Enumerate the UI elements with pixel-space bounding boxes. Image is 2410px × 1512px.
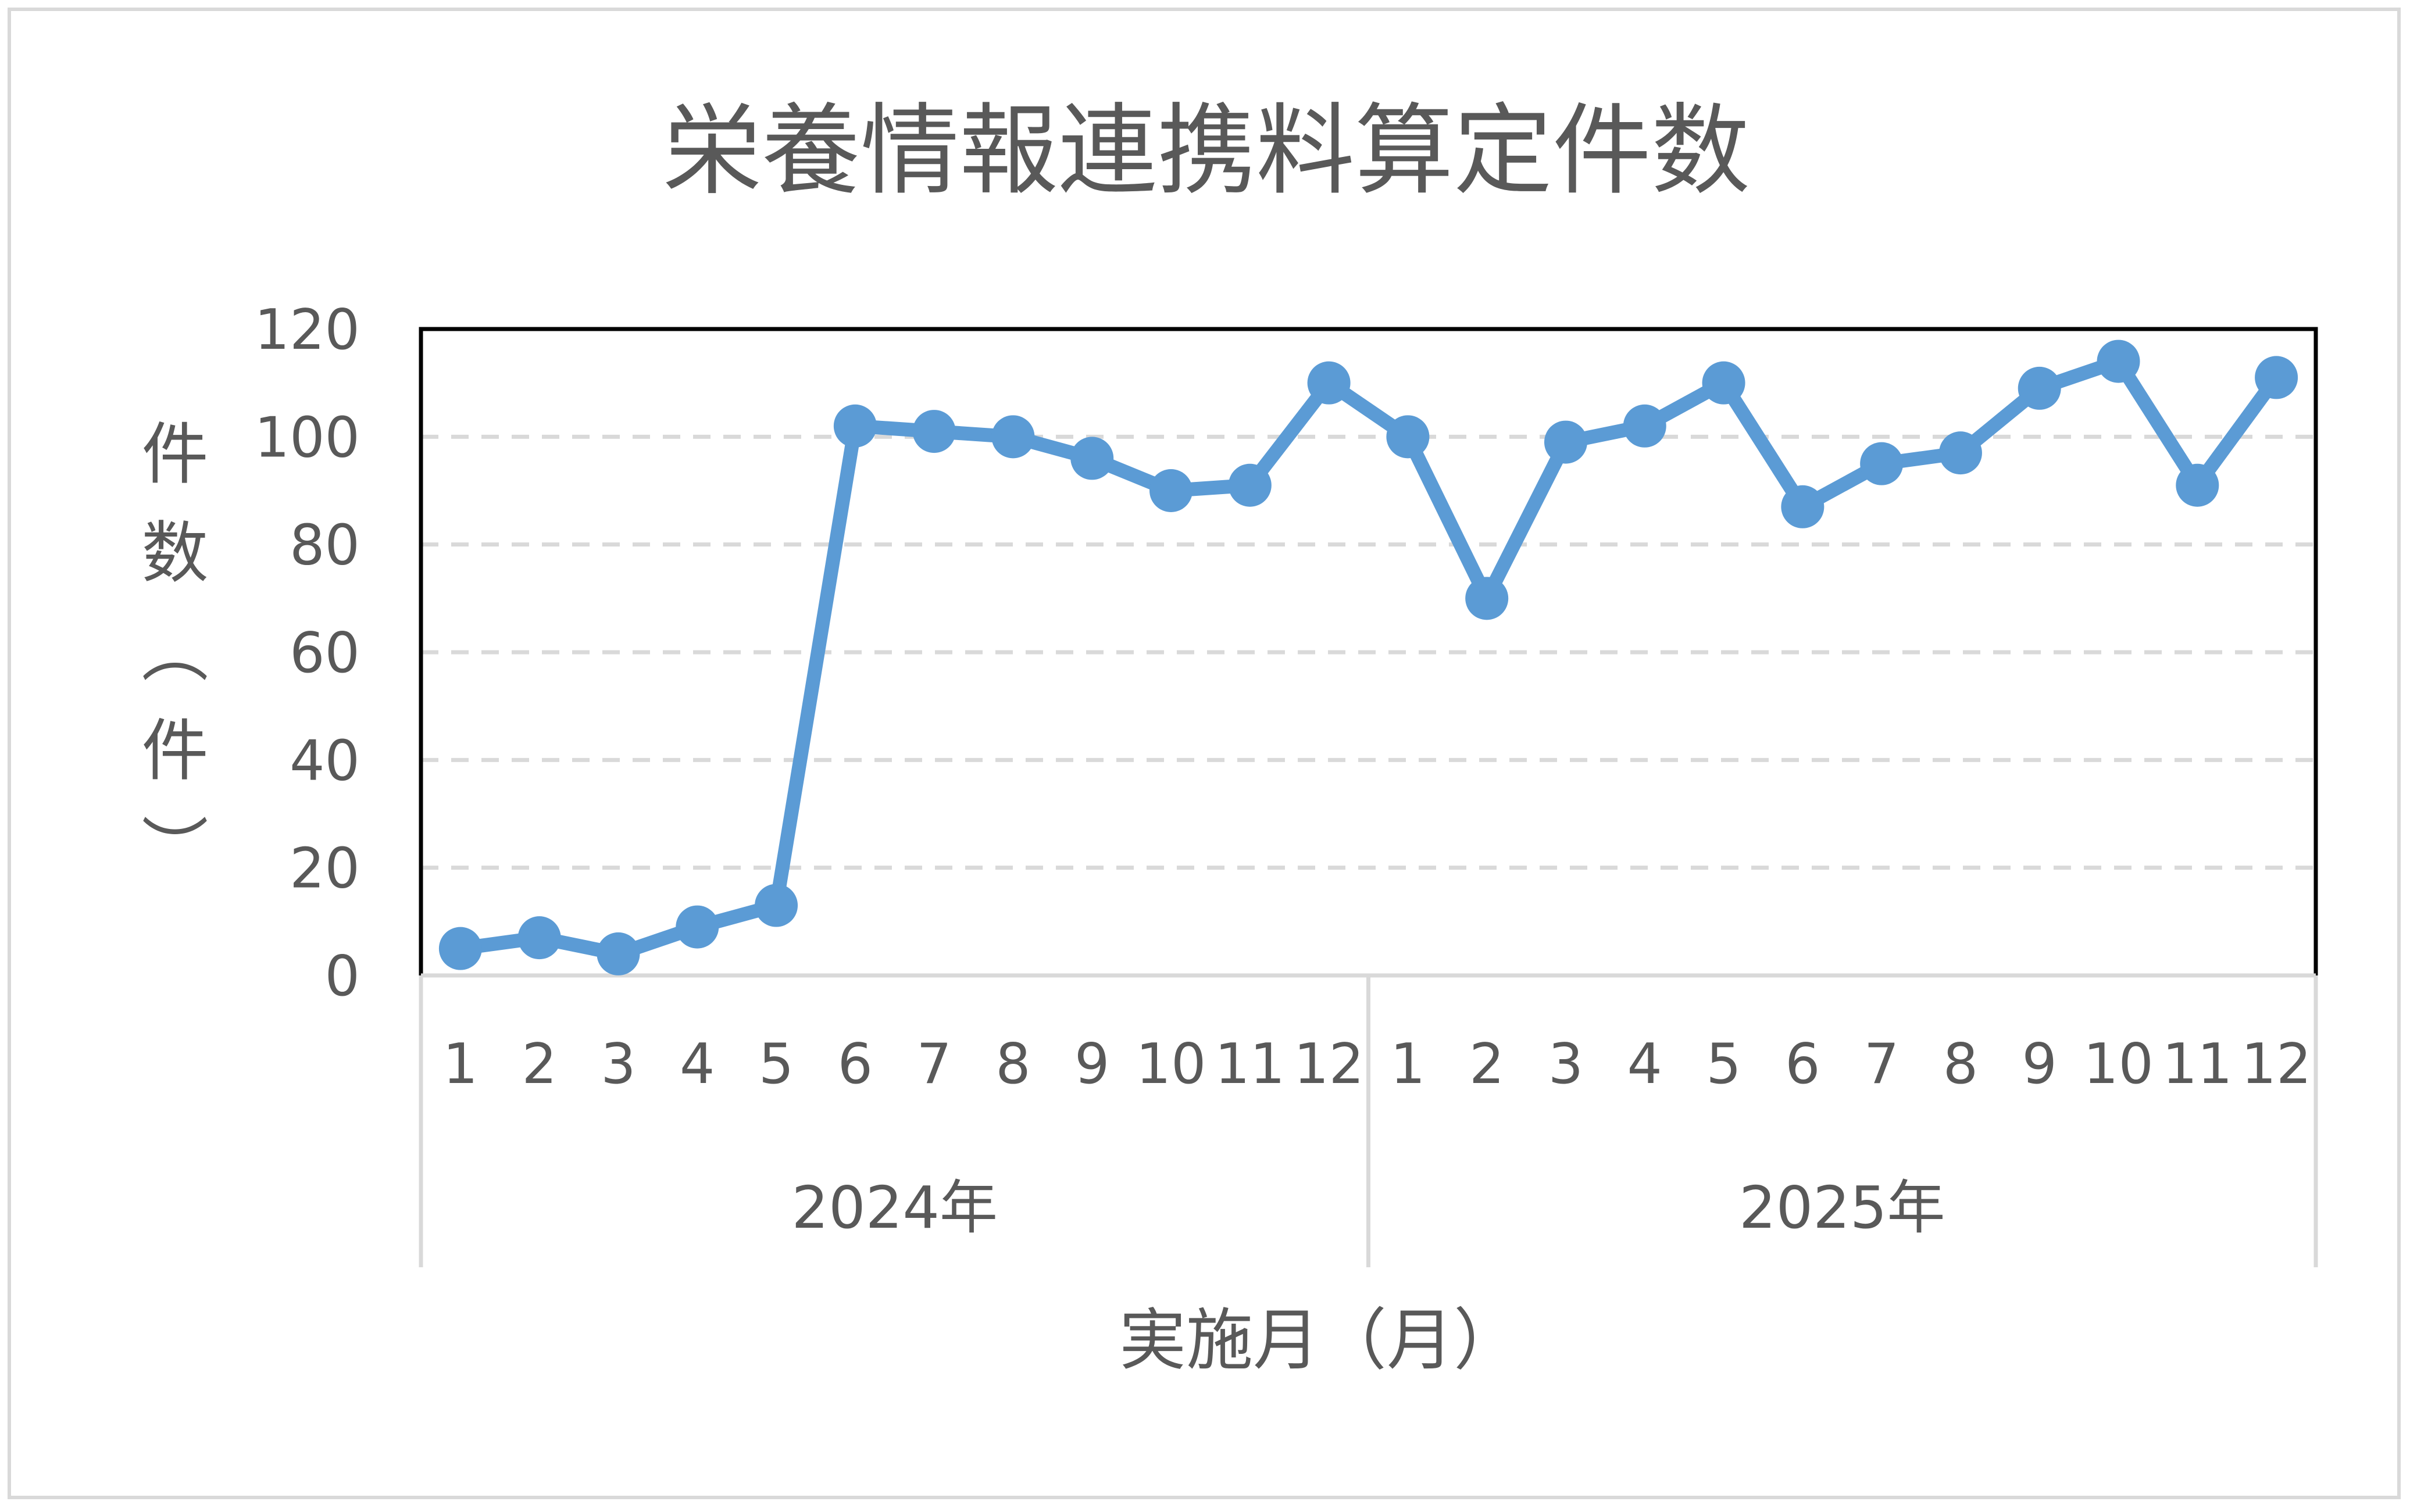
x-tick-label: 11 [2162,1032,2233,1096]
x-tick-label: 6 [1785,1032,1820,1096]
x-tick-label: 7 [1864,1032,1899,1096]
data-point [676,905,719,949]
data-point [1860,442,1904,485]
x-tick-label: 11 [1215,1032,1285,1096]
data-point [1781,485,1825,528]
data-point [1623,404,1666,448]
data-point [1149,469,1193,512]
x-tick-label: 8 [995,1032,1030,1096]
data-point [438,927,482,970]
data-point [1544,420,1587,464]
x-tick-label: 4 [680,1032,715,1096]
data-point [2255,356,2298,399]
data-point [597,932,640,975]
data-point [1070,437,1114,480]
x-tick-label: 10 [1136,1032,1206,1096]
data-point [1386,415,1430,459]
x-tick-label: 10 [2083,1032,2154,1096]
data-point [1228,463,1272,507]
data-point [1938,431,1982,475]
chart-title: 栄養情報連携料算定件数 [663,94,1750,209]
y-tick-label: 100 [255,406,360,470]
data-point [912,410,956,453]
x-tick-label: 9 [2022,1032,2057,1096]
plot-frame [419,327,2318,975]
x-tick-label: 1 [443,1032,478,1096]
data-point [2018,366,2061,410]
x-tick-label: 2 [522,1032,556,1096]
data-point [755,884,798,927]
data-point [1702,361,1745,405]
data-point [2097,339,2140,383]
x-tick-label: 12 [2241,1032,2312,1096]
data-point [517,916,561,960]
x-tick-label: 6 [838,1032,873,1096]
group-label: 2025年 [1739,1174,1945,1242]
y-axis-title: 件数（件） [130,419,208,913]
data-point [2176,463,2219,507]
y-tick-label: 20 [290,837,360,901]
x-tick-label: 3 [601,1032,635,1096]
chart-border [8,8,2401,1499]
x-tick-label: 12 [1294,1032,1364,1096]
y-tick-label: 0 [325,945,360,1009]
data-point [1307,361,1351,405]
y-tick-label: 60 [290,621,360,685]
x-tick-label: 3 [1548,1032,1583,1096]
x-tick-label: 7 [916,1032,951,1096]
x-tick-label: 5 [1706,1032,1741,1096]
x-tick-label: 2 [1469,1032,1504,1096]
data-point [833,404,877,448]
data-point [991,415,1035,459]
x-axis-title: 実施月（月） [1119,1302,1520,1379]
data-point [1465,577,1509,620]
x-tick-label: 5 [759,1032,794,1096]
y-tick-label: 80 [290,514,360,578]
x-tick-label: 9 [1074,1032,1109,1096]
x-tick-label: 4 [1627,1032,1662,1096]
y-tick-label: 120 [255,298,360,362]
x-tick-label: 8 [1943,1032,1978,1096]
y-tick-label: 40 [290,729,360,793]
group-label: 2024年 [792,1174,998,1242]
x-tick-label: 1 [1390,1032,1425,1096]
